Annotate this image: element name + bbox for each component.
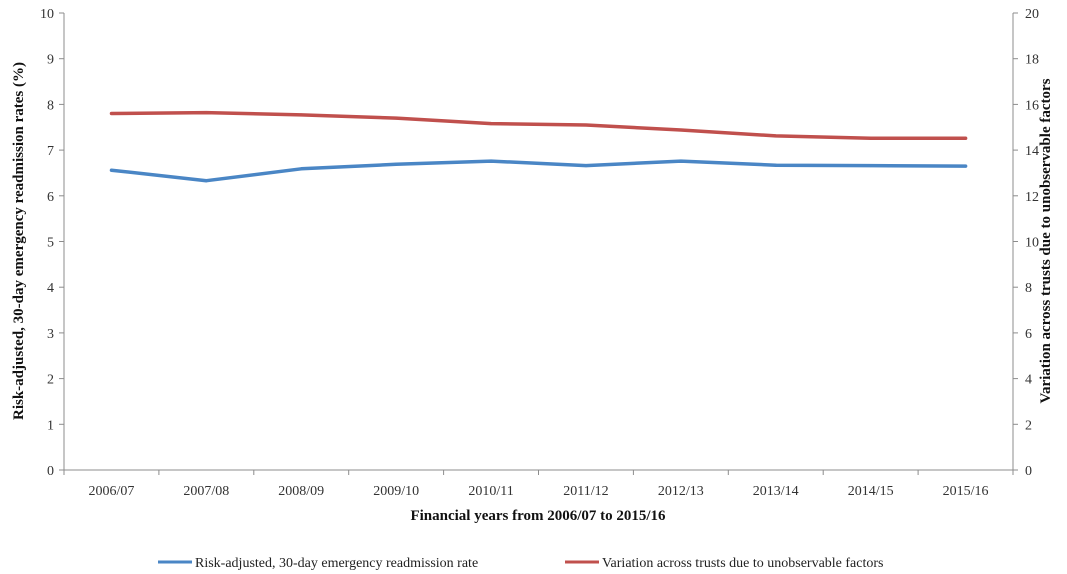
axes <box>63 13 1014 471</box>
variation-data-point <box>204 111 208 115</box>
readmission-data-point <box>869 164 873 168</box>
variation-data-point <box>964 136 968 140</box>
x-tick-label: 2008/09 <box>278 484 324 499</box>
x-tick-label: 2011/12 <box>563 484 608 499</box>
left-tick-label: 4 <box>47 281 54 296</box>
readmission-data-point <box>489 159 493 163</box>
readmission-data-point <box>299 167 303 171</box>
x-tick-label: 2014/15 <box>848 484 894 499</box>
readmission-data-point <box>584 164 588 168</box>
readmission-data-point <box>964 164 968 168</box>
readmission-data-point <box>204 179 208 183</box>
readmission-data-point <box>774 163 778 167</box>
right-tick-label: 14 <box>1025 144 1039 159</box>
right-tick-label: 4 <box>1025 373 1032 388</box>
x-tick-label: 2015/16 <box>943 484 989 499</box>
x-tick-label: 2013/14 <box>753 484 799 499</box>
x-tick-label: 2012/13 <box>658 484 704 499</box>
right-tick-label: 16 <box>1025 98 1039 113</box>
left-tick-label: 7 <box>47 144 54 159</box>
right-tick-label: 12 <box>1025 190 1039 205</box>
series-lines <box>109 110 968 183</box>
left-tick-labels: 0 1 2 3 4 5 6 7 8 9 10 <box>40 7 64 479</box>
variation-data-point <box>869 136 873 140</box>
variation-data-point <box>679 128 683 132</box>
x-tick-labels: 2006/07 2007/08 2008/09 2009/10 2010/11 2011/… <box>63 470 1014 499</box>
left-tick-label: 10 <box>40 7 54 22</box>
readmission-data-point <box>109 168 113 172</box>
right-tick-label: 10 <box>1025 236 1039 251</box>
variation-data-point <box>774 134 778 138</box>
right-tick-label: 20 <box>1025 7 1039 22</box>
readmission-data-point <box>679 159 683 163</box>
right-tick-label: 2 <box>1025 418 1032 433</box>
legend-item-readmission: Risk-adjusted, 30-day emergency readmiss… <box>158 556 478 571</box>
readmission-data-point <box>394 162 398 166</box>
variation-data-point <box>489 122 493 126</box>
left-tick-label: 5 <box>47 236 54 251</box>
readmission-series-line <box>109 159 968 183</box>
left-tick-label: 3 <box>47 327 54 342</box>
legend-item-variation: Variation across trusts due to unobserva… <box>565 556 883 571</box>
legend-label-readmission: Risk-adjusted, 30-day emergency readmiss… <box>195 556 478 571</box>
x-tick-label: 2006/07 <box>89 484 135 499</box>
variation-data-point <box>109 112 113 116</box>
right-tick-label: 18 <box>1025 53 1039 68</box>
y-axis-title: Risk-adjusted, 30-day emergency readmiss… <box>11 62 27 420</box>
x-axis-title: Financial years from 2006/07 to 2015/16 <box>410 508 666 524</box>
left-tick-label: 0 <box>47 464 54 479</box>
variation-data-point <box>394 116 398 120</box>
right-tick-label: 8 <box>1025 281 1032 296</box>
left-tick-label: 6 <box>47 190 54 205</box>
right-tick-label: 6 <box>1025 327 1032 342</box>
legend-label-variation: Variation across trusts due to unobserva… <box>602 556 883 571</box>
variation-data-point <box>299 113 303 117</box>
legend: Risk-adjusted, 30-day emergency readmiss… <box>158 556 883 571</box>
right-tick-label: 0 <box>1025 464 1032 479</box>
x-tick-label: 2009/10 <box>373 484 419 499</box>
left-tick-label: 9 <box>47 53 54 68</box>
right-tick-labels: 0 2 4 6 8 10 12 14 16 18 20 <box>1013 7 1039 479</box>
x-tick-label: 2007/08 <box>183 484 229 499</box>
y2-axis-title: Variation across trusts due to unobserva… <box>1038 78 1054 403</box>
left-tick-label: 8 <box>47 98 54 113</box>
variation-data-point <box>584 123 588 127</box>
left-tick-label: 1 <box>47 418 54 433</box>
x-tick-label: 2010/11 <box>468 484 513 499</box>
left-tick-label: 2 <box>47 373 54 388</box>
variation-series-line <box>109 110 968 140</box>
